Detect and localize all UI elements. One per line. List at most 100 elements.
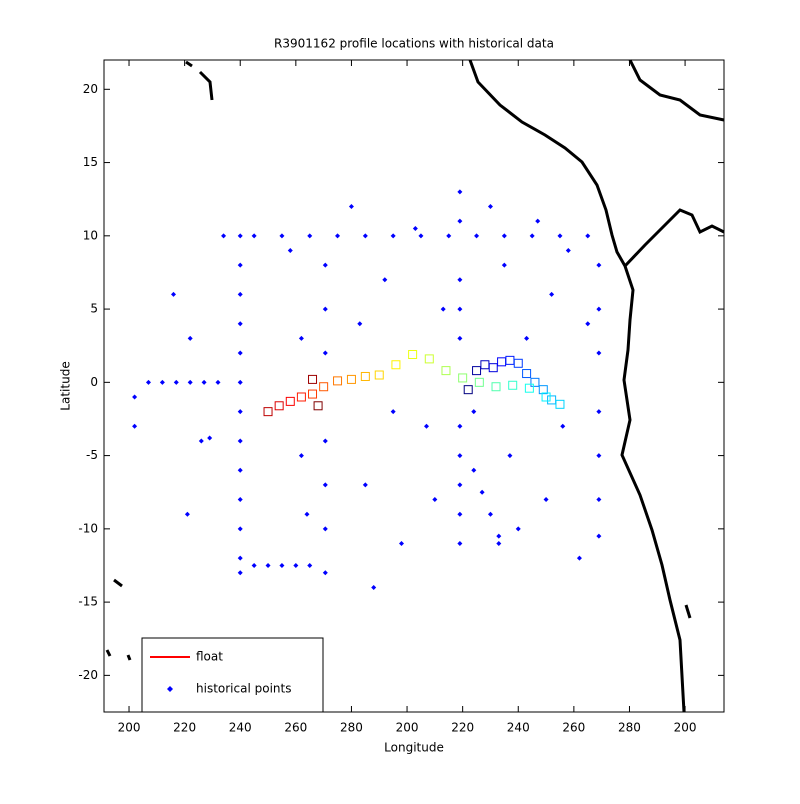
- y-tick-label: 20: [83, 82, 98, 96]
- x-tick-label: 200: [396, 721, 419, 735]
- axes-box: [103, 59, 725, 713]
- float-marker: [274, 401, 284, 411]
- historical-point: [251, 562, 257, 568]
- float-marker: [513, 358, 523, 368]
- float-marker: [360, 371, 370, 381]
- float-marker: [522, 369, 532, 379]
- historical-point: [457, 482, 463, 488]
- historical-point: [322, 482, 328, 488]
- y-tick-label: 5: [90, 302, 98, 316]
- historical-point: [187, 335, 193, 341]
- historical-point: [322, 262, 328, 268]
- coast-main: [468, 59, 686, 713]
- historical-point: [237, 438, 243, 444]
- historical-point: [237, 497, 243, 503]
- historical-point: [348, 204, 354, 210]
- historical-point: [237, 526, 243, 532]
- historical-point: [596, 262, 602, 268]
- historical-point: [535, 218, 541, 224]
- island: [198, 70, 214, 101]
- x-tick-label: 240: [507, 721, 530, 735]
- y-tick-label: -15: [78, 595, 98, 609]
- float-marker: [555, 399, 565, 409]
- historical-point: [251, 233, 257, 239]
- float-marker: [538, 385, 548, 395]
- historical-point: [322, 438, 328, 444]
- island: [126, 654, 132, 661]
- historical-point: [474, 233, 480, 239]
- historical-point: [565, 247, 571, 253]
- historical-point: [237, 350, 243, 356]
- historical-point: [501, 262, 507, 268]
- historical-point: [457, 541, 463, 547]
- historical-point: [371, 584, 377, 590]
- historical-point: [265, 562, 271, 568]
- historical-point: [487, 204, 493, 210]
- float-marker: [333, 376, 343, 386]
- historical-point: [207, 435, 213, 441]
- x-tick-label: 220: [451, 721, 474, 735]
- historical-point: [145, 379, 151, 385]
- float-marker: [472, 366, 482, 376]
- historical-point: [198, 438, 204, 444]
- float-marker: [308, 374, 318, 384]
- x-tick-label: 260: [284, 721, 307, 735]
- historical-point: [322, 350, 328, 356]
- historical-point: [457, 511, 463, 517]
- island: [185, 60, 193, 68]
- historical-point: [187, 379, 193, 385]
- historical-point: [221, 233, 227, 239]
- x-tick-label: 260: [562, 721, 585, 735]
- float-marker: [263, 407, 273, 417]
- historical-point: [549, 291, 555, 297]
- historical-point: [335, 233, 341, 239]
- historical-point: [576, 555, 582, 561]
- float-marker: [508, 380, 518, 390]
- historical-point: [279, 233, 285, 239]
- historical-point: [237, 262, 243, 268]
- historical-point: [507, 453, 513, 459]
- coast-east: [623, 208, 725, 268]
- y-axis-label: Latitude: [59, 361, 73, 410]
- historical-point: [529, 233, 535, 239]
- historical-point: [322, 570, 328, 576]
- historical-point: [432, 497, 438, 503]
- historical-point: [237, 321, 243, 327]
- float-marker: [424, 354, 434, 364]
- historical-point: [515, 526, 521, 532]
- historical-point: [596, 409, 602, 415]
- historical-point: [287, 247, 293, 253]
- x-tick-label: 240: [229, 721, 252, 735]
- float-marker: [530, 377, 540, 387]
- historical-point: [524, 335, 530, 341]
- historical-point: [132, 423, 138, 429]
- historical-point: [298, 335, 304, 341]
- float-marker: [391, 360, 401, 370]
- historical-point: [237, 467, 243, 473]
- historical-point: [322, 306, 328, 312]
- float-marker: [374, 370, 384, 380]
- historical-point: [596, 306, 602, 312]
- float-marker: [441, 366, 451, 376]
- legend-marker: [167, 686, 173, 692]
- historical-point: [237, 570, 243, 576]
- historical-point: [457, 218, 463, 224]
- historical-point: [237, 555, 243, 561]
- x-tick-label: 200: [674, 721, 697, 735]
- x-tick-label: 200: [118, 721, 141, 735]
- historical-point: [471, 409, 477, 415]
- float-marker: [488, 363, 498, 373]
- historical-point: [132, 394, 138, 400]
- historical-point: [215, 379, 221, 385]
- historical-point: [362, 233, 368, 239]
- historical-point: [322, 526, 328, 532]
- legend-label: float: [196, 650, 223, 664]
- historical-point: [501, 233, 507, 239]
- y-tick-label: -5: [86, 448, 98, 462]
- island: [684, 604, 692, 619]
- y-tick-label: 15: [83, 155, 98, 169]
- historical-point: [479, 489, 485, 495]
